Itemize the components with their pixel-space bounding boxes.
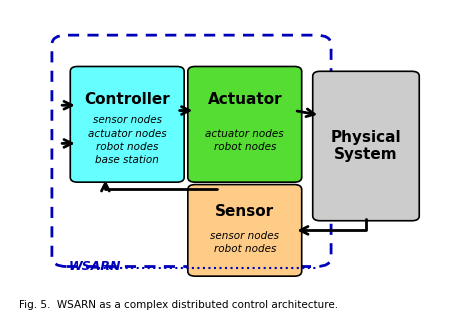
Text: sensor nodes
robot nodes: sensor nodes robot nodes <box>210 231 279 254</box>
Text: Fig. 5.  WSARN as a complex distributed control architecture.: Fig. 5. WSARN as a complex distributed c… <box>19 300 338 310</box>
Text: Sensor: Sensor <box>215 204 274 219</box>
Text: actuator nodes
robot nodes: actuator nodes robot nodes <box>205 129 284 152</box>
FancyBboxPatch shape <box>188 185 301 276</box>
Text: Actuator: Actuator <box>208 92 282 107</box>
Text: Controller: Controller <box>84 92 170 107</box>
FancyBboxPatch shape <box>70 66 184 182</box>
Text: Physical
System: Physical System <box>331 130 401 162</box>
Text: sensor nodes
actuator nodes
robot nodes
base station: sensor nodes actuator nodes robot nodes … <box>88 115 166 165</box>
Text: WSARN: WSARN <box>68 260 121 274</box>
FancyBboxPatch shape <box>188 66 301 182</box>
FancyBboxPatch shape <box>313 71 419 221</box>
